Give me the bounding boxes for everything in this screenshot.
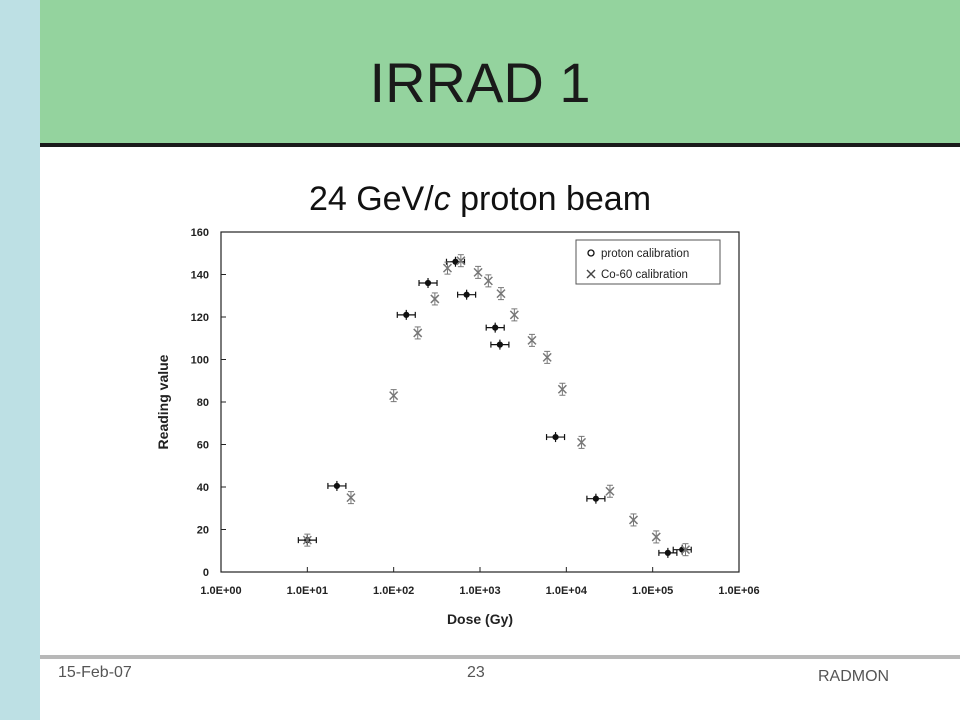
x-tick-label: 1.0E+03 (459, 585, 500, 597)
co60-point (557, 382, 567, 396)
co60-point (483, 274, 493, 288)
proton-point (490, 339, 510, 350)
legend-box (575, 239, 721, 285)
legend-proton-label: proton calibration (601, 248, 689, 260)
co60-point (527, 333, 537, 347)
co60-point (346, 491, 356, 505)
y-tick-label: 100 (191, 355, 209, 367)
header-divider (40, 143, 960, 147)
slide-title: IRRAD 1 (369, 51, 591, 114)
left-accent-bar (0, 0, 40, 720)
co60-point (577, 435, 587, 449)
x-tick-label: 1.0E+01 (287, 585, 328, 597)
legend-co60-marker (586, 269, 596, 279)
proton-marker (452, 258, 459, 265)
proton-marker (592, 495, 599, 502)
proton-point (327, 480, 347, 491)
x-tick-label: 1.0E+05 (632, 585, 673, 597)
proton-point (457, 289, 477, 300)
proton-marker (333, 482, 340, 490)
co60-point (389, 389, 399, 403)
proton-marker (552, 433, 559, 441)
proton-point (586, 493, 606, 504)
proton-point (396, 309, 416, 320)
y-tick-label: 140 (191, 270, 209, 282)
y-tick-label: 60 (197, 440, 209, 452)
proton-point (418, 278, 438, 288)
co60-point (542, 350, 552, 364)
footer-presentation-name: RADMON (818, 668, 890, 685)
slide-subtitle: 24 GeV/c proton beam (40, 182, 920, 216)
y-tick-label: 80 (197, 397, 209, 409)
y-tick-label: 20 (197, 525, 209, 537)
co60-point (456, 254, 466, 268)
footer-divider (40, 655, 960, 659)
y-tick-label: 120 (191, 312, 209, 324)
co60-point (605, 484, 615, 498)
x-tick-label: 1.0E+02 (373, 585, 414, 597)
plot-frame (220, 231, 740, 573)
proton-point (485, 322, 505, 333)
x-tick-label: 1.0E+04 (546, 585, 588, 597)
y-tick-label: 40 (197, 482, 209, 494)
co60-point (496, 287, 506, 301)
proton-point (658, 547, 678, 558)
co60-point (628, 513, 639, 527)
legend-co60-label: Co-60 calibration (601, 269, 688, 281)
co60-point (413, 326, 423, 340)
footer-page-number: 23 (467, 664, 485, 681)
co60-point (680, 543, 691, 557)
x-tick-label: 1.0E+06 (718, 585, 759, 597)
co60-point (430, 292, 440, 306)
y-tick-label: 0 (203, 567, 209, 579)
proton-marker (496, 341, 503, 348)
proton-point (545, 432, 566, 443)
co60-point (302, 533, 312, 547)
subtitle-part-2: proton beam (450, 180, 652, 218)
slide-header (40, 0, 960, 143)
y-axis: 0 20 40 60 80 100 120 140 160 (191, 227, 226, 579)
footer-date: 15-Feb-07 (58, 664, 132, 681)
subtitle-italic-c: c (433, 180, 451, 218)
proton-marker (424, 279, 432, 287)
co60-point (473, 265, 483, 279)
co60-point (651, 530, 661, 544)
y-axis-label: Reading value (155, 354, 171, 449)
x-axis-label: Dose (Gy) (447, 611, 513, 627)
proton-marker (403, 311, 410, 318)
x-axis: 1.0E+00 1.0E+01 1.0E+02 1.0E+03 1.0E+04 1.0E+… (200, 567, 760, 597)
proton-marker (664, 549, 671, 556)
y-tick-label: 160 (191, 227, 209, 239)
x-tick-label: 1.0E+00 (200, 585, 241, 597)
data-series (297, 254, 692, 558)
proton-marker (492, 324, 499, 331)
legend-proton-marker (587, 249, 595, 257)
proton-marker (463, 291, 470, 298)
co60-point (509, 308, 519, 322)
chart-legend: proton calibration Co-60 calibration (575, 239, 721, 285)
subtitle-part-1: 24 GeV/ (308, 180, 434, 218)
co60-point (442, 261, 453, 275)
